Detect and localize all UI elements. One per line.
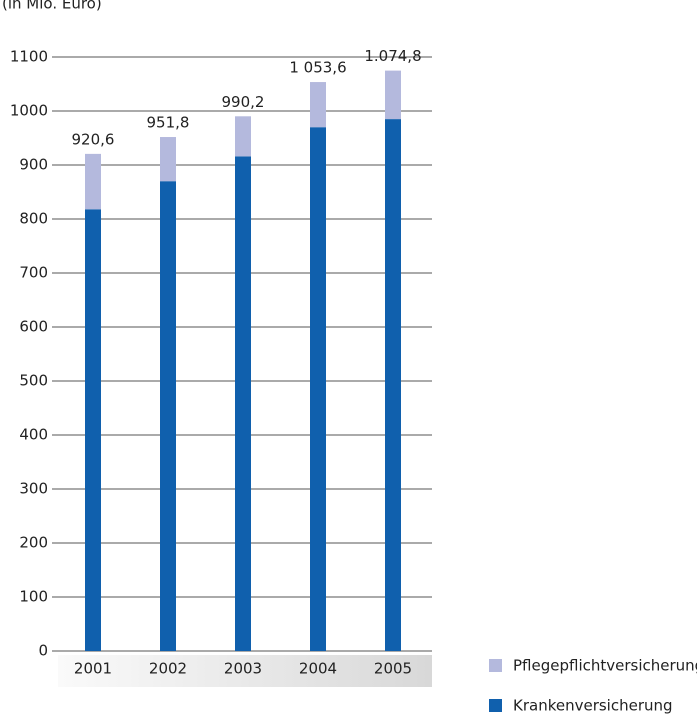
bar-segment — [160, 137, 176, 182]
bar-segment — [235, 116, 251, 157]
y-tick-label: 100 — [19, 588, 48, 606]
bar-segment — [235, 156, 251, 652]
y-tick-label: 300 — [19, 480, 48, 498]
total-label: 920,6 — [72, 130, 115, 148]
bar-segment — [85, 209, 101, 651]
x-tick-label: 2005 — [374, 660, 412, 678]
x-tick-label: 2002 — [149, 660, 187, 678]
y-tick-label: 900 — [19, 156, 48, 174]
bar-segment — [310, 82, 326, 128]
bar-segment — [160, 181, 176, 651]
total-label: 1 053,6 — [289, 59, 346, 77]
legend-swatch — [489, 699, 502, 712]
y-tick-label: 800 — [19, 210, 48, 228]
y-tick-label: 700 — [19, 264, 48, 282]
bar-segment — [85, 153, 101, 210]
chart-title: (in Mio. Euro) — [2, 0, 102, 13]
y-tick-label: 1000 — [10, 102, 48, 120]
x-tick-label: 2004 — [299, 660, 337, 678]
total-label: 990,2 — [222, 93, 265, 111]
x-axis-band — [58, 655, 432, 687]
y-tick-label: 200 — [19, 534, 48, 552]
y-tick-label: 600 — [19, 318, 48, 336]
legend-label: Pflegepflichtversicherung — [513, 657, 697, 675]
x-tick-label: 2001 — [74, 660, 112, 678]
y-tick-label: 400 — [19, 426, 48, 444]
y-tick-label: 1100 — [10, 48, 48, 66]
y-tick-label: 0 — [38, 642, 48, 660]
legend-swatch — [489, 659, 502, 672]
total-label: 1.074,8 — [364, 47, 421, 65]
bar-segment — [310, 127, 326, 651]
bar-segment — [385, 119, 401, 652]
x-tick-label: 2003 — [224, 660, 262, 678]
legend-label: Krankenversicherung — [513, 697, 673, 715]
bar-segment — [385, 70, 401, 120]
total-label: 951,8 — [147, 114, 190, 132]
y-tick-label: 500 — [19, 372, 48, 390]
